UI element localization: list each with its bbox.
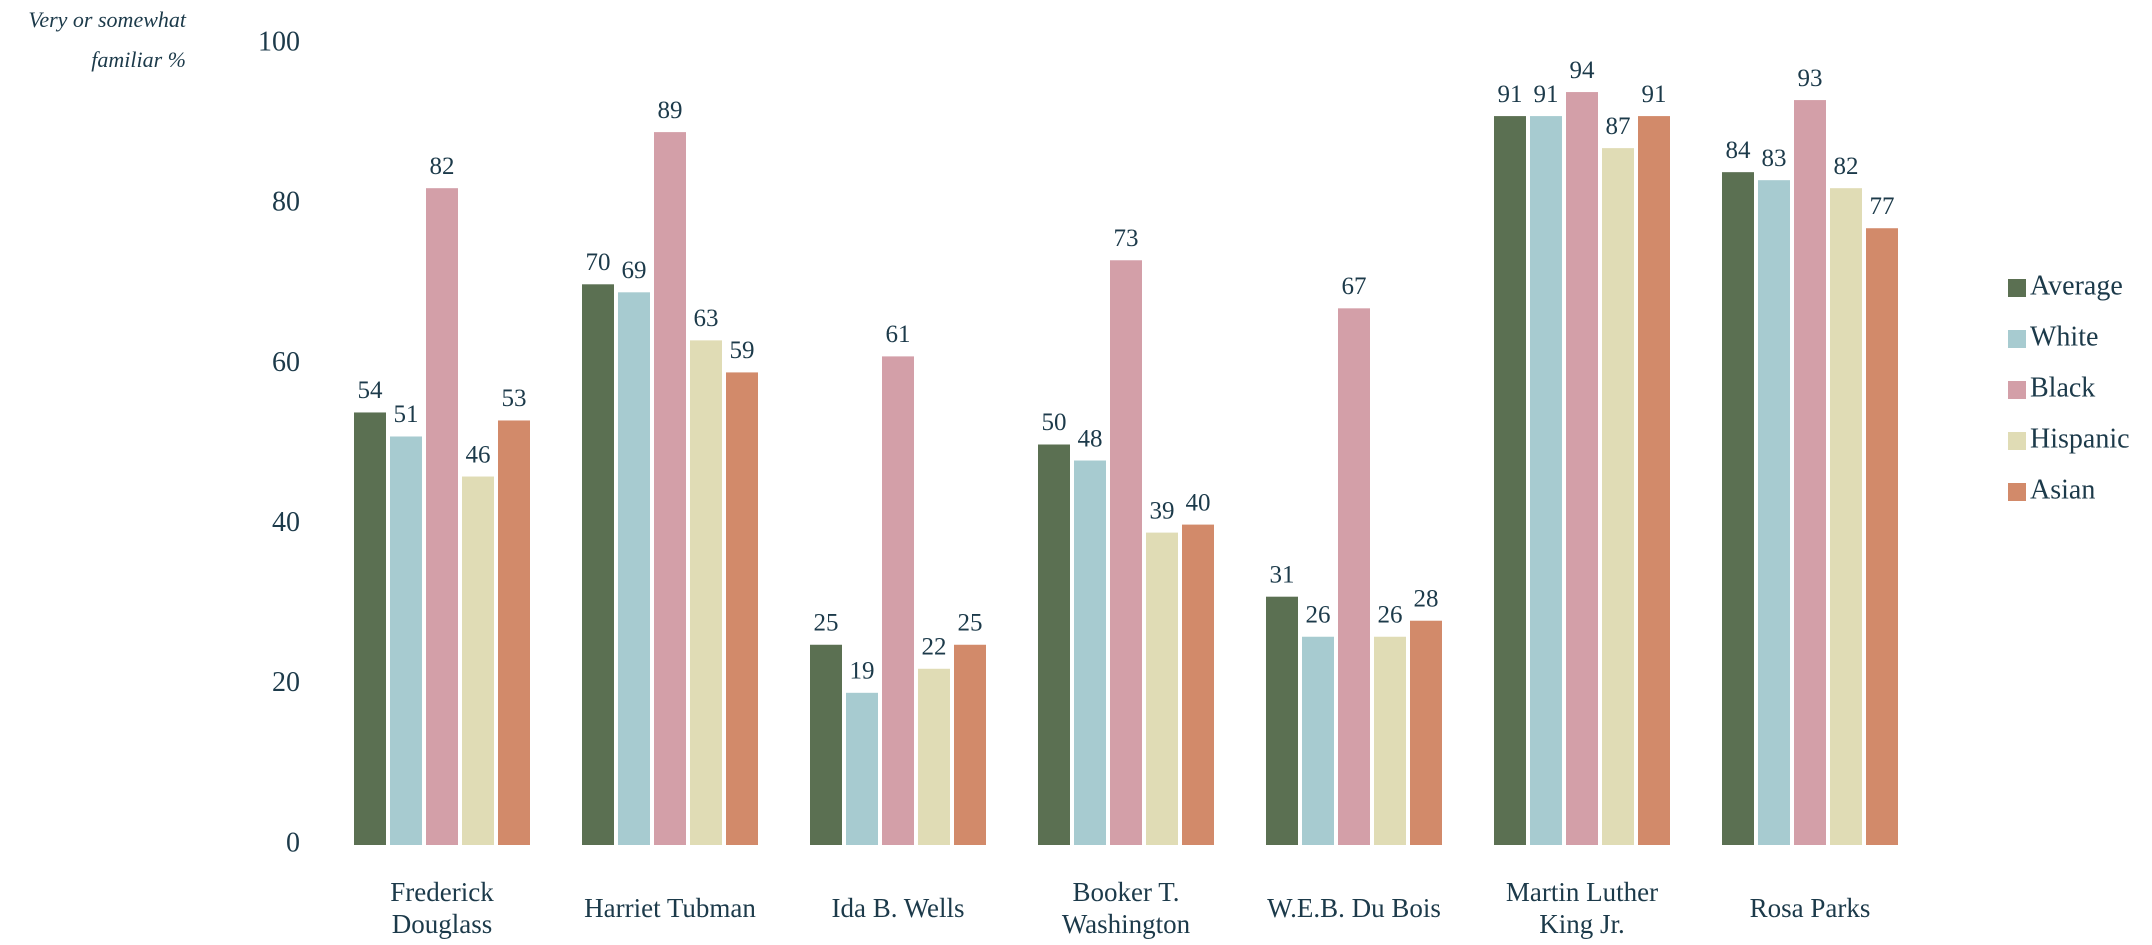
data-label: 63 bbox=[694, 305, 719, 332]
legend-swatch bbox=[2008, 381, 2026, 399]
legend-swatch bbox=[2008, 483, 2026, 501]
legend-label: Average bbox=[2030, 270, 2123, 301]
data-label: 22 bbox=[922, 634, 947, 661]
data-label: 82 bbox=[430, 153, 455, 180]
bar bbox=[1038, 444, 1070, 845]
data-label: 61 bbox=[886, 321, 911, 348]
data-label: 31 bbox=[1270, 561, 1295, 588]
x-tick-label: Martin Luther King Jr. bbox=[1505, 876, 1659, 939]
data-label: 46 bbox=[466, 441, 491, 468]
legend-label: Asian bbox=[2030, 474, 2095, 505]
data-label: 87 bbox=[1606, 113, 1631, 140]
data-label: 93 bbox=[1798, 65, 1823, 92]
x-tick-label: Frederick Douglass bbox=[390, 876, 494, 939]
bar bbox=[1110, 260, 1142, 845]
data-label: 54 bbox=[358, 377, 384, 404]
bar bbox=[582, 284, 614, 845]
data-label: 25 bbox=[958, 609, 983, 636]
data-label: 73 bbox=[1114, 225, 1139, 252]
y-tick-label: 80 bbox=[272, 187, 300, 218]
data-label: 91 bbox=[1534, 81, 1559, 108]
data-label: 25 bbox=[814, 609, 839, 636]
bar bbox=[810, 644, 842, 845]
x-tick-label: W.E.B. Du Bois bbox=[1267, 892, 1441, 923]
data-label: 39 bbox=[1150, 497, 1175, 524]
bar bbox=[954, 644, 986, 845]
bar bbox=[918, 668, 950, 845]
data-label: 94 bbox=[1570, 57, 1596, 84]
bar bbox=[462, 476, 494, 845]
bar bbox=[1566, 92, 1598, 845]
y-tick-label: 40 bbox=[272, 507, 300, 538]
data-label: 19 bbox=[850, 658, 875, 685]
bar bbox=[1722, 172, 1754, 845]
bar bbox=[726, 372, 758, 845]
bar bbox=[846, 692, 878, 845]
data-label: 28 bbox=[1414, 585, 1439, 612]
bar bbox=[1302, 636, 1334, 845]
data-label: 50 bbox=[1042, 409, 1067, 436]
data-label: 70 bbox=[586, 249, 611, 276]
bar bbox=[1374, 636, 1406, 845]
y-axis-title: Very or somewhat familiar % bbox=[28, 7, 186, 72]
legend-swatch bbox=[2008, 330, 2026, 348]
bar bbox=[1794, 100, 1826, 845]
bar bbox=[1602, 148, 1634, 845]
y-tick-label: 60 bbox=[272, 347, 300, 378]
bar bbox=[882, 356, 914, 845]
bar bbox=[618, 292, 650, 845]
data-label: 53 bbox=[502, 385, 527, 412]
legend-label: White bbox=[2030, 321, 2098, 352]
data-label: 91 bbox=[1642, 81, 1667, 108]
bar bbox=[1266, 596, 1298, 845]
x-tick-label: Harriet Tubman bbox=[584, 892, 756, 923]
data-label: 77 bbox=[1870, 193, 1895, 220]
bar bbox=[654, 132, 686, 846]
data-label: 84 bbox=[1726, 137, 1752, 164]
data-label: 82 bbox=[1834, 153, 1859, 180]
bar bbox=[498, 420, 530, 845]
data-label: 89 bbox=[658, 97, 683, 124]
y-tick-label: 20 bbox=[272, 667, 300, 698]
data-label: 40 bbox=[1186, 489, 1211, 516]
bar bbox=[1074, 460, 1106, 845]
x-tick-label: Ida B. Wells bbox=[831, 892, 965, 923]
bar bbox=[1758, 180, 1790, 846]
data-label: 26 bbox=[1378, 601, 1403, 628]
legend-label: Hispanic bbox=[2030, 423, 2130, 454]
data-label: 48 bbox=[1078, 425, 1103, 452]
bar bbox=[1638, 116, 1670, 846]
bar bbox=[1146, 532, 1178, 845]
bar bbox=[390, 436, 422, 845]
bar bbox=[1866, 228, 1898, 846]
bar bbox=[690, 340, 722, 845]
data-label: 69 bbox=[622, 257, 647, 284]
bar bbox=[1530, 116, 1562, 846]
bar bbox=[1182, 524, 1214, 845]
y-tick-label: 100 bbox=[258, 26, 300, 57]
bar bbox=[354, 412, 386, 845]
data-label: 91 bbox=[1498, 81, 1523, 108]
bar bbox=[1338, 308, 1370, 846]
bar bbox=[1830, 188, 1862, 845]
legend-swatch bbox=[2008, 432, 2026, 450]
data-label: 51 bbox=[394, 401, 419, 428]
y-tick-label: 0 bbox=[286, 827, 300, 858]
legend-label: Black bbox=[2030, 372, 2095, 403]
x-tick-label: Booker T. Washington bbox=[1061, 876, 1191, 939]
data-label: 59 bbox=[730, 337, 755, 364]
bar bbox=[1494, 116, 1526, 846]
legend-swatch bbox=[2008, 279, 2026, 297]
data-label: 83 bbox=[1762, 145, 1787, 172]
data-label: 67 bbox=[1342, 273, 1367, 300]
bar bbox=[1410, 620, 1442, 845]
data-label: 26 bbox=[1306, 601, 1331, 628]
bar bbox=[426, 188, 458, 845]
x-tick-label: Rosa Parks bbox=[1749, 892, 1871, 923]
